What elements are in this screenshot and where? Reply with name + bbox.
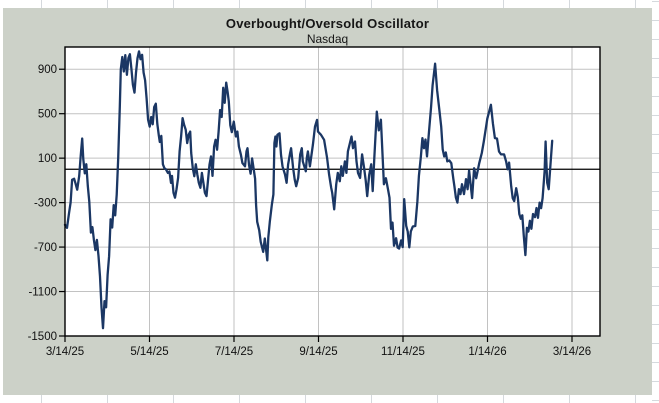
x-tick-label: 3/14/26 [553,346,591,358]
y-tick-label: 100 [38,153,57,165]
chart-title: Overbought/Oversold Oscillator [225,16,430,31]
worksheet-cells-bottom[interactable] [0,395,659,403]
worksheet-cells-left[interactable] [0,8,3,395]
y-tick-label: 900 [38,64,57,76]
x-tick-label: 7/14/25 [215,346,253,358]
y-tick-label: -700 [34,242,57,254]
series-line [63,50,554,330]
y-tick-label: -300 [34,198,57,210]
worksheet-cells-right[interactable] [652,0,659,403]
plot-border [64,46,601,337]
x-tick-label: 11/14/25 [381,346,425,358]
x-tick-label: 5/14/25 [130,346,168,358]
y-tick-label: -1500 [28,331,57,343]
y-tick-label: 500 [38,109,57,121]
chart-subtitle: Nasdaq [306,32,349,46]
y-tick-label: -1100 [28,287,57,299]
worksheet-cells-top[interactable] [0,0,659,8]
x-tick-label: 1/14/26 [468,346,506,358]
x-tick-label: 3/14/25 [46,346,84,358]
x-tick-label: 9/14/25 [299,346,337,358]
